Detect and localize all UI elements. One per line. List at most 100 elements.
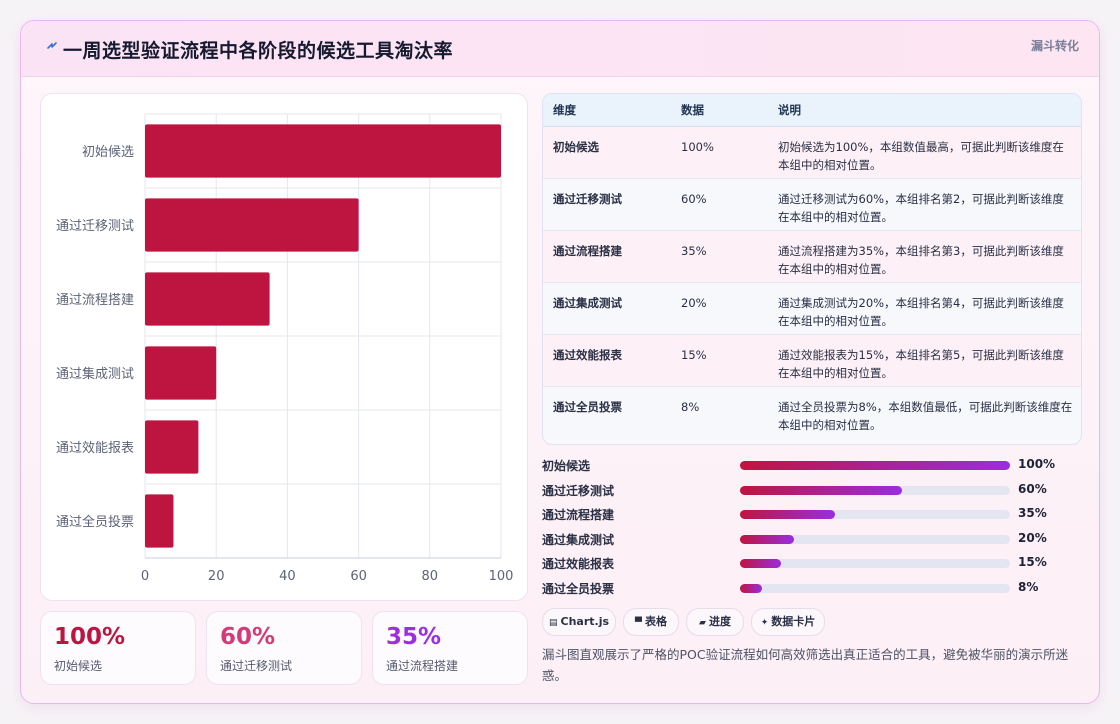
table-row: 通过流程搭建 35% 通过流程搭建为35%，本组排名第3，可据此判断该维度在本组… [543,230,1081,283]
progress-track [740,510,1010,520]
progress-fill [740,534,794,544]
kpi-value: 100% [54,624,126,650]
progress-fill [740,485,902,495]
table-cell-value: 15% [671,334,768,387]
chip-table[interactable]: ▀ 表格 [623,608,679,636]
category-label: 通过迁移测试 [56,219,134,234]
table-row: 通过全员投票 8% 通过全员投票为8%，本组数值最低，可据此判断该维度在本组中的… [543,386,1081,439]
progress-value: 15% [1018,555,1047,570]
page-title: 一周选型验证流程中各阶段的候选工具淘汰率 [63,40,454,62]
kpi-label: 通过流程搭建 [386,659,459,673]
table-cell-value: 60% [671,178,768,231]
progress-label: 通过效能报表 [542,557,615,572]
x-tick-label: 20 [208,569,225,584]
progress-list: 初始候选 100% 通过迁移测试 60% 通过流程搭建 35% 通过集成测试 2… [542,455,1082,605]
table-cell-dimension: 通过效能报表 [543,334,671,387]
progress-label: 通过流程搭建 [542,508,615,523]
kpi-label: 通过迁移测试 [220,659,293,673]
bar [145,494,174,548]
progress-fill [740,559,781,569]
table-cell-description: 通过集成测试为20%，本组排名第4，可据此判断该维度在本组中的相对位置。 [768,282,1081,335]
progress-track [740,584,1010,593]
progress-fill [740,510,835,520]
table-cell-description: 通过全员投票为8%，本组数值最低，可据此判断该维度在本组中的相对位置。 [768,386,1081,439]
table-row: 通过效能报表 15% 通过效能报表为15%，本组排名第5，可据此判断该维度在本组… [543,334,1081,387]
progress-row: 通过集成测试 20% [542,529,1082,549]
kpi-value: 35% [386,624,442,650]
bar [145,346,217,400]
table-cell-description: 通过效能报表为15%，本组排名第5，可据此判断该维度在本组中的相对位置。 [768,334,1081,387]
bar [145,272,270,326]
chip-data-card[interactable]: ✦ 数据卡片 [751,608,825,636]
table-cell-dimension: 初始候选 [543,126,671,179]
table-cell-dimension: 通过集成测试 [543,282,671,335]
summary-text: 漏斗图直观展示了严格的POC验证流程如何高效筛选出真正适合的工具，避免被华丽的演… [542,647,1069,683]
chip-chartjs[interactable]: ▤ Chart.js [542,608,616,636]
x-tick-label: 40 [279,569,296,584]
table-cell-value: 20% [671,282,768,335]
table-cell-value: 100% [671,126,768,179]
table-row: 通过集成测试 20% 通过集成测试为20%，本组排名第4，可据此判断该维度在本组… [543,282,1081,335]
progress-track [740,461,1010,470]
progress-fill [740,584,762,593]
kpi-card: 100% 初始候选 [40,611,196,685]
chart-icon: ▤ [548,618,558,628]
table-row: 初始候选 100% 初始候选为100%，本组数值最高，可据此判断该维度在本组中的… [543,126,1081,179]
table-icon: ▀ [635,618,642,628]
category-label: 通过效能报表 [56,441,134,456]
table-cell-description: 初始候选为100%，本组数值最高，可据此判断该维度在本组中的相对位置。 [768,126,1081,179]
progress-value: 35% [1018,506,1047,521]
lightning-icon [47,42,57,49]
table-cell-dimension: 通过全员投票 [543,386,671,439]
progress-row: 通过流程搭建 35% [542,504,1082,524]
category-label: 初始候选 [82,145,134,160]
sparkle-icon: ✦ [760,618,769,628]
table-header-dimension: 维度 [543,94,671,127]
progress-label: 通过集成测试 [542,532,615,547]
table-cell-value: 35% [671,230,768,283]
x-tick-label: 60 [350,569,367,584]
table-cell-dimension: 通过迁移测试 [543,178,671,231]
progress-value: 60% [1018,481,1047,496]
data-table: 维度 数据 说明 初始候选 100% 初始候选为100%，本组数值最高，可据此判… [542,93,1082,445]
kpi-card: 35% 通过流程搭建 [372,611,528,685]
kpi-value: 60% [220,624,276,650]
kpi-label: 初始候选 [54,659,103,673]
progress-value: 100% [1018,457,1056,471]
progress-fill [740,461,1010,470]
progress-row: 初始候选 100% [542,455,1082,475]
x-tick-label: 80 [422,569,439,584]
progress-value: 8% [1018,580,1039,594]
table-header-value: 数据 [671,94,768,127]
progress-track [740,534,1010,544]
table-cell-description: 通过迁移测试为60%，本组排名第2，可据此判断该维度在本组中的相对位置。 [768,178,1081,231]
bar [145,198,359,252]
x-tick-label: 100 [489,569,514,584]
chip-progress[interactable]: ▰ 进度 [686,608,744,636]
x-tick-label: 0 [141,569,149,584]
table-row: 通过迁移测试 60% 通过迁移测试为60%，本组排名第2，可据此判断该维度在本组… [543,178,1081,231]
progress-track [740,559,1010,569]
progress-row: 通过全员投票 8% [542,578,1082,598]
progress-label: 通过全员投票 [542,582,615,596]
dashboard-card: 一周选型验证流程中各阶段的候选工具淘汰率 漏斗转化 初始候选 通过迁移测试 通过流程… [20,20,1100,704]
table-cell-description: 通过流程搭建为35%，本组排名第3，可据此判断该维度在本组中的相对位置。 [768,230,1081,283]
bar [145,420,199,474]
bar [145,124,501,178]
progress-track [740,485,1010,495]
category-label: 通过流程搭建 [56,292,134,308]
bar-chart-panel: 初始候选通过迁移测试 通过流程搭建 通过集成测试 通过效能报表 通过全员投票 0 20 40 6… [40,93,528,601]
category-label: 通过全员投票 [56,514,134,530]
category-label: 通过集成测试 [56,366,134,382]
table-header-description: 说明 [768,94,1081,127]
progress-value: 20% [1018,530,1047,545]
category-tag: 漏斗转化 [1030,39,1079,53]
progress-row: 通过迁移测试 60% [542,480,1082,500]
progress-label: 通过迁移测试 [542,483,615,498]
kpi-card: 60% 通过迁移测试 [206,611,362,685]
table-cell-dimension: 通过流程搭建 [543,230,671,283]
progress-row: 通过效能报表 15% [542,553,1082,573]
progress-icon: ▰ [699,618,706,628]
header: 一周选型验证流程中各阶段的候选工具淘汰率 漏斗转化 [21,21,1099,77]
